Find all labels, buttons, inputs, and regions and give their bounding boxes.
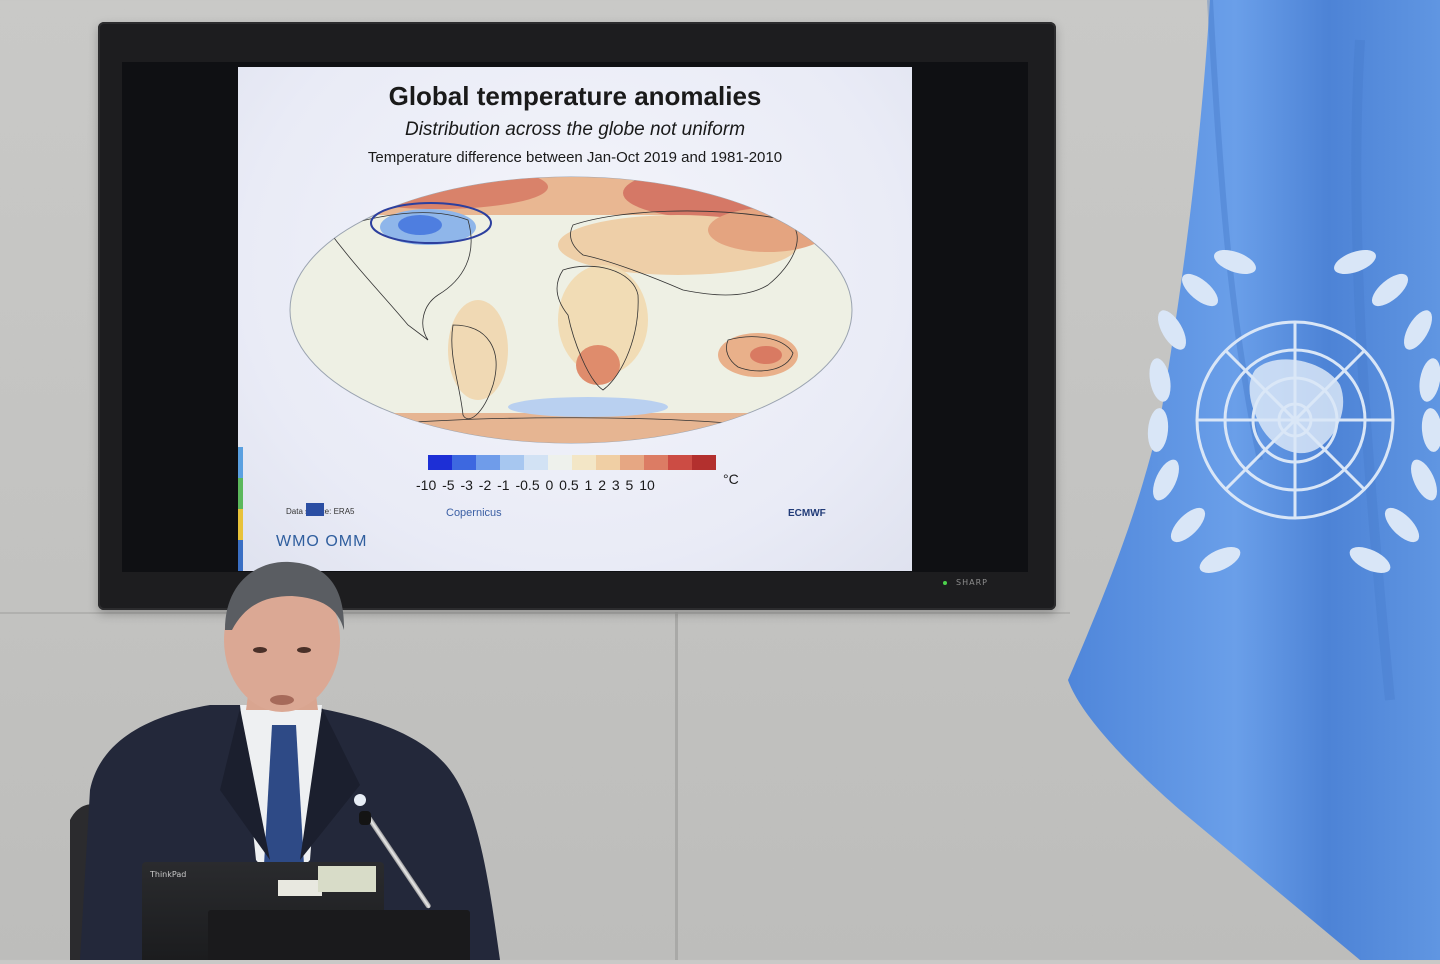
desk-monitor: [208, 910, 470, 960]
eu-flag-logo: [306, 503, 324, 516]
legend-labels: -10 -5 -3 -2 -1 -0.5 0 0.5 1 2 3 5 10: [416, 477, 655, 493]
laptop-sticker: [278, 880, 322, 896]
laptop-brand: ThinkPad: [150, 870, 187, 879]
un-flag: [1060, 0, 1440, 960]
wall-seam-vertical: [675, 612, 678, 960]
wall-seam-horizontal: [0, 612, 1070, 614]
temperature-anomaly-map: [288, 175, 854, 445]
presentation-slide: Global temperature anomalies Distributio…: [238, 67, 912, 571]
slide-color-strip: [238, 447, 243, 571]
tv-brand: SHARP: [956, 578, 988, 587]
slide-subtitle: Distribution across the globe not unifor…: [404, 119, 746, 140]
laptop-sticker-label: [318, 866, 376, 892]
slide-caption: Temperature difference between Jan-Oct 2…: [367, 149, 783, 166]
microphone-head: [359, 811, 371, 825]
legend-color-scale: [428, 455, 716, 470]
legend-unit: °C: [723, 471, 739, 487]
slide-title: Global temperature anomalies: [388, 81, 762, 111]
copernicus-logo: Copernicus: [446, 507, 502, 519]
wmo-logo: WMO OMM: [276, 533, 368, 550]
ecmwf-logo: ECMWF: [788, 508, 826, 519]
tv-power-led: [943, 581, 947, 585]
